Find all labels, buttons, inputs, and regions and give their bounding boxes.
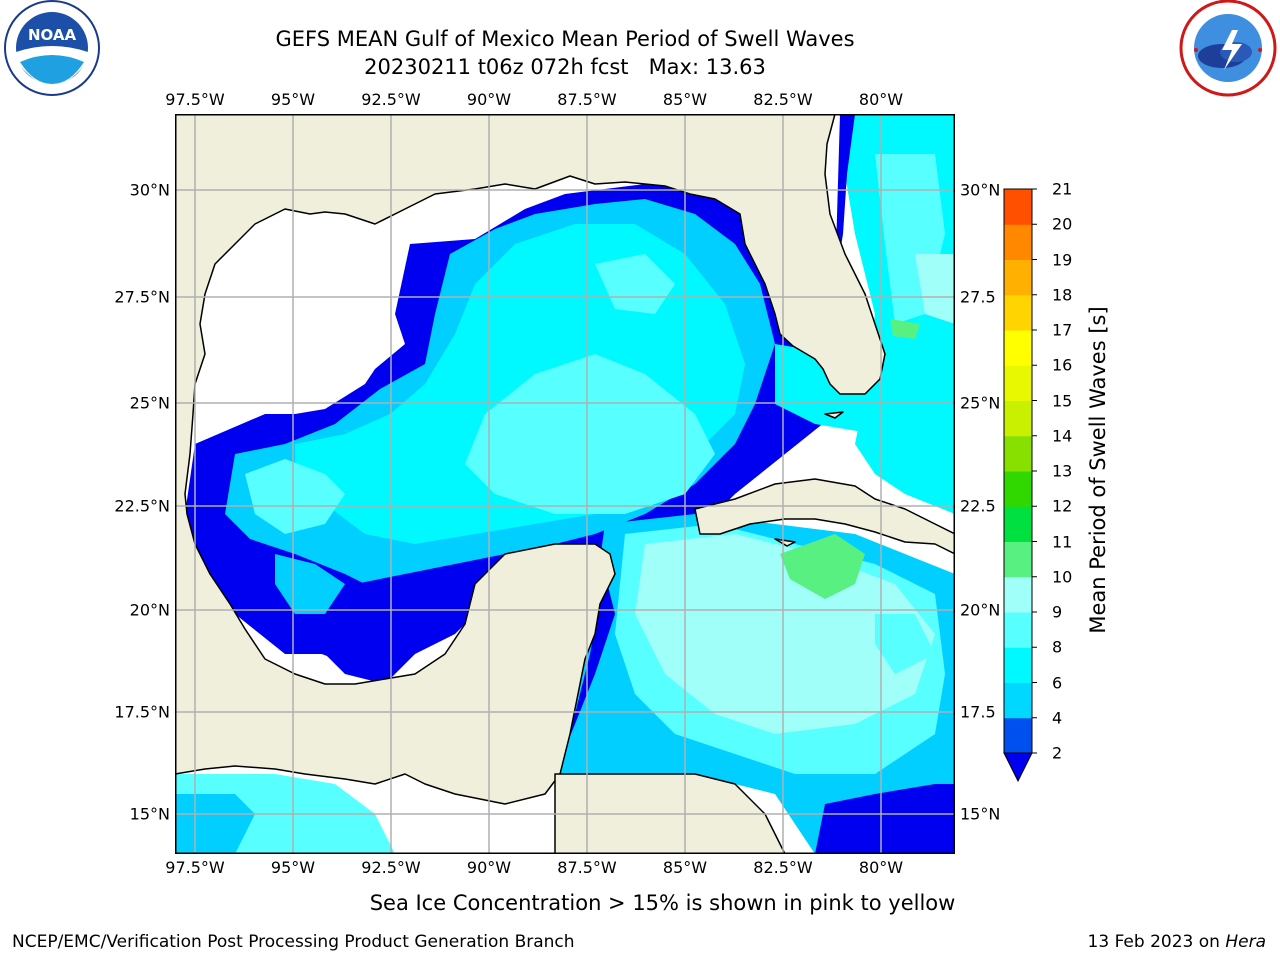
lon-tick-bottom: 90°W [466,858,512,877]
lon-tick-bottom: 85°W [662,858,708,877]
lon-tick-top: 87.5°W [557,90,617,109]
colorbar-segment [1004,259,1032,296]
colorbar-segment [1004,471,1032,507]
colorbar-tick-label: 21 [1052,179,1073,199]
colorbar-segment [1004,647,1032,683]
lat-tick-right: 20°N [960,600,1001,620]
lat-tick-right: 25°N [960,393,1001,413]
lat-tick-right: 15°N [960,804,1001,824]
colorbar-tick-label: 17 [1052,320,1073,340]
land-cuba [694,478,955,555]
lon-tick-bottom: 87.5°W [557,858,617,877]
chart-title: GEFS MEAN Gulf of Mexico Mean Period of … [275,27,855,51]
colorbar-segment [1004,717,1032,754]
colorbar-tick-label: 16 [1052,355,1073,375]
colorbar-segment [1004,365,1032,401]
lon-tick-top: 90°W [466,90,512,109]
noaa-logo: NOAA [4,0,100,96]
colorbar-segment [1004,294,1032,331]
colorbar-tick-label: 10 [1052,567,1073,587]
lon-tick-top: 97.5°W [165,90,225,109]
lon-tick-bottom: 92.5°W [361,858,421,877]
colorbar-extend-arrow [1003,752,1033,783]
noaa-logo-text: NOAA [28,26,77,44]
colorbar-tick-label: 11 [1052,532,1073,551]
colorbar-tick-label: 2 [1052,743,1063,763]
lon-tick-bottom: 80°W [858,858,904,877]
colorbar-segment [1004,576,1032,613]
colorbar-segment [1004,400,1032,437]
nws-logo [1179,0,1277,97]
colorbar-tick-label: 15 [1052,391,1073,410]
colorbar-segment [1004,330,1032,366]
lat-tick-left: 25°N [129,393,170,413]
lon-tick-top: 85°W [662,90,708,109]
lat-tick-left: 17.5°N [114,702,170,722]
land-north-america [175,114,886,805]
lat-tick-right: 17.5 [960,702,996,722]
lon-tick-top: 80°W [858,90,904,109]
colorbar-tick-label: 9 [1052,602,1063,622]
colorbar [1003,188,1037,783]
colorbar-tick-label: 4 [1052,708,1063,728]
lon-tick-bottom: 95°W [270,858,316,877]
colorbar-tick-label: 13 [1052,461,1073,481]
colorbar-segment [1004,435,1032,472]
colorbar-segment [1004,189,1032,225]
lat-tick-left: 27.5°N [114,287,170,307]
colorbar-tick-label: 18 [1052,285,1073,305]
sea-ice-note: Sea Ice Concentration > 15% is shown in … [369,891,956,915]
credit-text: NCEP/EMC/Verification Post Processing Pr… [12,932,575,952]
colorbar-label: Mean Period of Swell Waves [s] [1086,306,1110,634]
chart-subtitle: 20230211 t06z 072h fcst Max: 13.63 [364,55,766,79]
map-frame [175,114,955,854]
lon-tick-bottom: 82.5°W [753,858,813,877]
lon-tick-bottom: 97.5°W [165,858,225,877]
lat-tick-left: 22.5°N [114,496,170,516]
gridlines [175,114,955,854]
colorbar-tick-label: 12 [1052,496,1073,516]
colorbar-tick-label: 6 [1052,673,1063,692]
lat-tick-right: 30°N [960,180,1001,200]
colorbar-segment [1004,612,1032,648]
colorbar-tick-label: 20 [1052,214,1073,234]
machine-name: Hera [1225,932,1266,952]
lat-tick-left: 20°N [129,600,170,620]
lon-tick-top: 95°W [270,90,316,109]
colorbar-segment [1004,682,1032,719]
lat-tick-right: 27.5 [960,287,996,307]
lon-tick-top: 92.5°W [361,90,421,109]
date-text: 13 Feb 2023 on Hera [1088,932,1266,952]
date-value: 13 Feb 2023 on [1087,932,1220,952]
lat-tick-left: 15°N [129,804,170,824]
colorbar-segment [1004,224,1032,260]
map-panel [175,114,955,854]
colorbar-segment [1004,541,1032,578]
colorbar-tick-label: 19 [1052,250,1073,269]
lat-tick-right: 22.5 [960,496,996,516]
colorbar-tick-label: 8 [1052,637,1063,657]
lon-tick-top: 82.5°W [753,90,813,109]
colorbar-tick-label: 14 [1052,426,1073,446]
colorbar-segment [1004,506,1032,542]
swell-field [185,184,835,684]
lat-tick-left: 30°N [129,180,170,200]
